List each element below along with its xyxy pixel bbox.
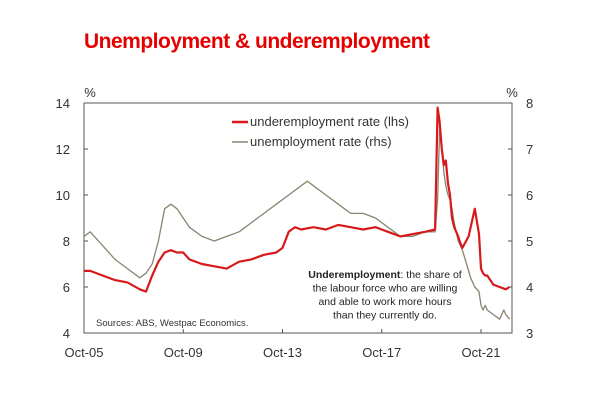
legend-label: unemployment rate (rhs) bbox=[250, 134, 392, 149]
left-tick-label: 6 bbox=[63, 280, 70, 295]
annotation-text: the labour force who are willing bbox=[313, 283, 458, 295]
right-tick-label: 4 bbox=[526, 280, 533, 295]
left-tick-label: 8 bbox=[63, 234, 70, 249]
right-tick-label: 7 bbox=[526, 142, 533, 157]
annotation-line: than they currently do. bbox=[333, 310, 437, 322]
series-layer bbox=[83, 106, 511, 320]
annotation-text: and able to work more hours bbox=[318, 296, 451, 308]
x-tick-label: Oct-05 bbox=[64, 345, 103, 360]
right-tick-label: 8 bbox=[526, 96, 533, 111]
series-line-underemployment bbox=[84, 106, 511, 293]
left-tick-label: 12 bbox=[56, 142, 70, 157]
annotation-text: : the share of bbox=[400, 269, 461, 281]
x-tick-label: Oct-21 bbox=[461, 345, 500, 360]
plot-frame bbox=[83, 102, 513, 334]
chart-title: Unemployment & underemployment bbox=[84, 30, 430, 53]
left-axis-unit: % bbox=[84, 85, 96, 100]
right-axis-ticks: 3 4 5 6 7 8 bbox=[508, 96, 533, 341]
left-axis-ticks: 4 6 8 10 12 14 bbox=[56, 96, 88, 341]
right-tick-label: 6 bbox=[526, 188, 533, 203]
annotation-box: Underemployment: the share of the labour … bbox=[308, 269, 462, 322]
annotation-line: and able to work more hours bbox=[318, 296, 451, 308]
legend-label: underemployment rate (lhs) bbox=[250, 114, 409, 129]
x-axis-ticks: Oct-05 Oct-09 Oct-13 Oct-17 Oct-21 bbox=[64, 329, 500, 360]
x-tick-label: Oct-13 bbox=[263, 345, 302, 360]
x-tick-label: Oct-09 bbox=[164, 345, 203, 360]
series-line-unemployment bbox=[83, 129, 511, 320]
left-tick-label: 4 bbox=[63, 326, 70, 341]
annotation-text: than they currently do. bbox=[333, 310, 437, 322]
right-axis-unit: % bbox=[506, 85, 518, 100]
legend: underemployment rate (lhs) unemployment r… bbox=[232, 114, 409, 149]
source-note: Sources: ABS, Westpac Economics. bbox=[96, 318, 248, 329]
annotation-bold-term: Underemployment bbox=[308, 269, 401, 281]
right-tick-label: 3 bbox=[526, 326, 533, 341]
right-tick-label: 5 bbox=[526, 234, 533, 249]
left-tick-label: 14 bbox=[56, 96, 70, 111]
x-tick-label: Oct-17 bbox=[362, 345, 401, 360]
annotation-line: Underemployment: the share of bbox=[308, 269, 462, 281]
left-tick-label: 10 bbox=[56, 188, 70, 203]
annotation-line: the labour force who are willing bbox=[313, 283, 458, 295]
